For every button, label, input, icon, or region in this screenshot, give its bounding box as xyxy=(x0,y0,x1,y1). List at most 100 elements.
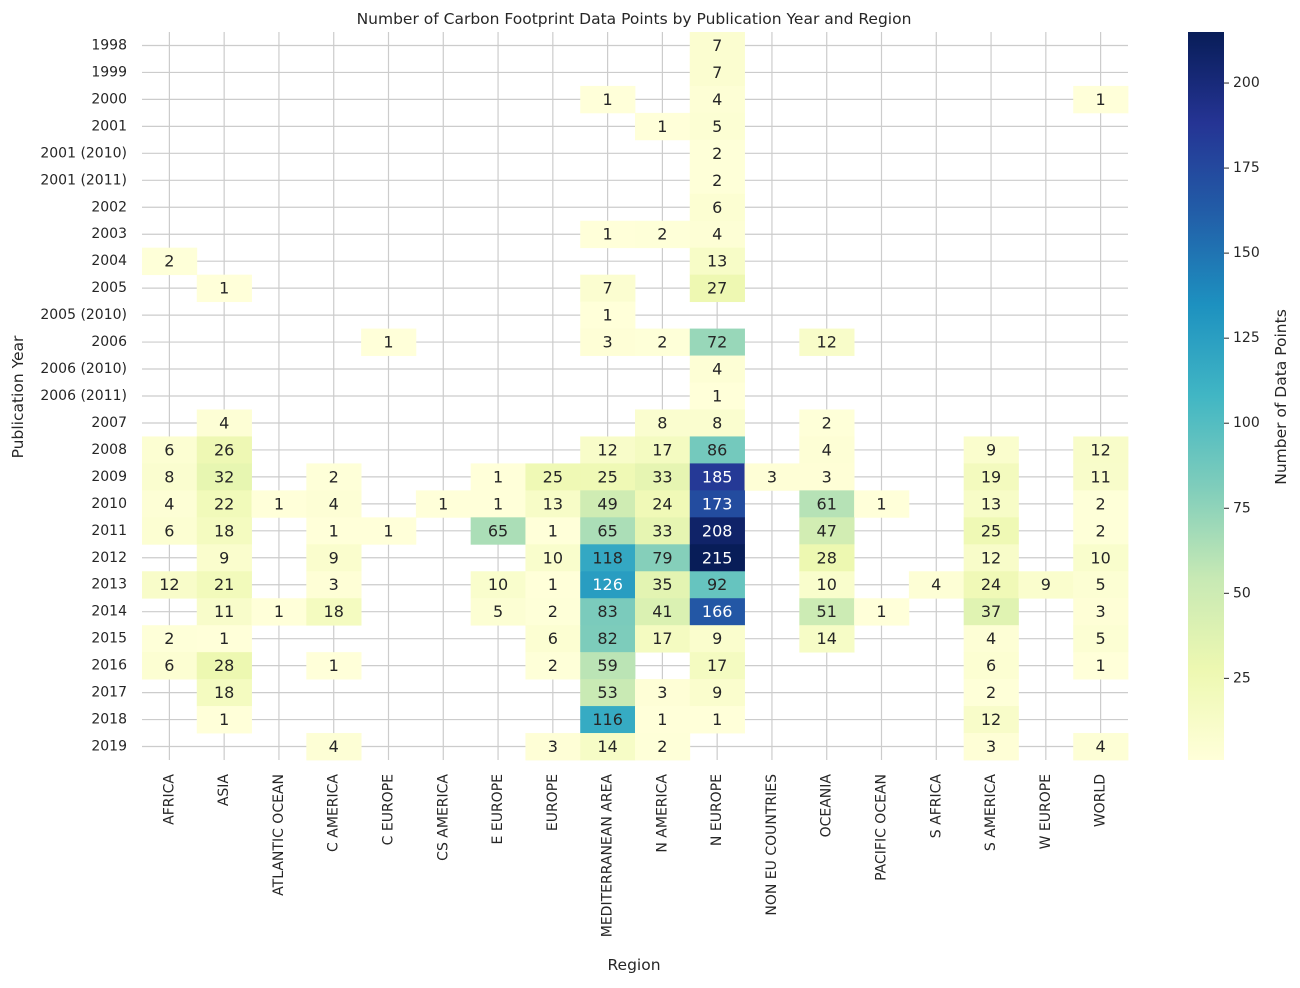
cell-2016-n-europe xyxy=(689,652,745,680)
y-tick-2001-2011: 2001 (2011) xyxy=(40,172,127,188)
cell-2014-s-america xyxy=(963,598,1019,626)
y-tick-2012: 2012 xyxy=(91,550,127,566)
cell-label-2011-e-europe: 65 xyxy=(488,521,508,540)
cell-2015-africa xyxy=(142,625,198,653)
cell-2009-europe xyxy=(525,463,581,491)
cell-label-2014-s-america: 37 xyxy=(981,602,1001,621)
cell-2009-n-america xyxy=(635,463,691,491)
colorbar-tick-label-125: 125 xyxy=(1233,330,1260,346)
cell-2019-world xyxy=(1073,733,1129,761)
cell-label-2015-n-america: 17 xyxy=(652,629,672,648)
cell-2010-atlantic-ocean xyxy=(251,490,307,518)
y-tick-2008: 2008 xyxy=(91,442,127,458)
cell-label-2004-n-europe: 13 xyxy=(707,252,727,271)
cell-2001-n-america xyxy=(635,112,691,141)
cell-label-2015-s-america: 4 xyxy=(986,629,996,648)
cell-2007-asia xyxy=(196,409,252,437)
cell-label-2010-n-europe: 173 xyxy=(702,494,733,513)
y-tick-2014: 2014 xyxy=(91,604,127,620)
cell-2007-n-europe xyxy=(689,409,745,437)
cell-label-2013-n-america: 35 xyxy=(652,575,672,594)
cell-2014-atlantic-ocean xyxy=(251,598,307,626)
x-tick-oceania: OCEANIA xyxy=(819,774,835,838)
cell-2003-n-europe xyxy=(689,220,745,249)
heatmap-cells xyxy=(142,32,1129,761)
cell-label-2012-s-america: 12 xyxy=(981,548,1001,567)
cell-label-2008-n-europe: 86 xyxy=(707,440,727,459)
cell-label-2014-n-europe: 166 xyxy=(702,602,733,621)
cell-label-2010-c-america: 4 xyxy=(329,494,339,513)
cell-2015-n-europe xyxy=(689,625,745,653)
cell-label-2013-s-africa: 4 xyxy=(931,575,941,594)
y-tick-2005-2010: 2005 (2010) xyxy=(40,307,127,323)
cell-2008-asia xyxy=(196,436,252,464)
cell-label-2007-n-america: 8 xyxy=(657,413,667,432)
cell-label-2016-n-europe: 17 xyxy=(707,656,727,675)
cell-label-2017-s-america: 2 xyxy=(986,683,996,702)
cell-label-2010-mediterranean-area: 49 xyxy=(597,494,617,513)
cell-label-2005-n-europe: 27 xyxy=(707,279,727,298)
cell-2008-africa xyxy=(142,436,198,464)
cell-2004-africa xyxy=(142,247,198,276)
cell-label-2013-mediterranean-area: 126 xyxy=(592,575,623,594)
cell-label-2017-n-america: 3 xyxy=(657,683,667,702)
cell-label-2019-world: 4 xyxy=(1096,737,1106,756)
cell-label-2007-oceania: 2 xyxy=(822,413,832,432)
cell-2012-world xyxy=(1073,544,1129,572)
cell-2011-e-europe xyxy=(470,517,526,545)
x-tick-africa: AFRICA xyxy=(161,774,177,825)
cell-2015-asia xyxy=(196,625,252,653)
cell-label-2009-e-europe: 1 xyxy=(493,467,503,486)
cell-label-2015-europe: 6 xyxy=(548,629,558,648)
cell-label-2009-c-america: 2 xyxy=(329,467,339,486)
cell-2006-2010-n-europe xyxy=(689,355,745,383)
x-tick-c-europe: C EUROPE xyxy=(381,774,397,845)
cell-2003-mediterranean-area xyxy=(580,220,636,249)
cell-2008-s-america xyxy=(963,436,1019,464)
y-tick-1998: 1998 xyxy=(91,37,127,53)
cell-label-2010-europe: 13 xyxy=(543,494,563,513)
cell-2009-africa xyxy=(142,463,198,491)
cell-2015-world xyxy=(1073,625,1129,653)
y-tick-2001-2010: 2001 (2010) xyxy=(40,145,127,161)
cell-2007-oceania xyxy=(799,409,855,437)
colorbar-tick-label-200: 200 xyxy=(1233,75,1260,91)
cell-label-2009-europe: 25 xyxy=(543,467,563,486)
cell-label-2016-world: 1 xyxy=(1096,656,1106,675)
cell-2016-c-america xyxy=(306,652,362,680)
cell-2014-n-america xyxy=(635,598,691,626)
cell-label-2018-asia: 1 xyxy=(219,710,229,729)
y-tick-2015: 2015 xyxy=(91,631,127,647)
cell-label-2018-n-america: 1 xyxy=(657,710,667,729)
x-tick-s-africa: S AFRICA xyxy=(928,774,944,839)
cell-2011-s-america xyxy=(963,517,1019,545)
cell-label-2010-africa: 4 xyxy=(164,494,174,513)
cell-2014-world xyxy=(1073,598,1129,626)
cell-2009-s-america xyxy=(963,463,1019,491)
cell-2005-n-europe xyxy=(689,274,745,303)
cell-2001-n-europe xyxy=(689,112,745,141)
cell-2008-oceania xyxy=(799,436,855,464)
y-tick-2016: 2016 xyxy=(91,658,127,674)
cell-2013-mediterranean-area xyxy=(580,571,636,599)
cell-label-2005-2010-mediterranean-area: 1 xyxy=(603,306,613,325)
cell-label-2019-n-america: 2 xyxy=(657,737,667,756)
colorbar-tick-label-175: 175 xyxy=(1233,160,1260,176)
cell-2011-n-europe xyxy=(689,517,745,545)
cell-label-2013-oceania: 10 xyxy=(817,575,837,594)
cell-label-2016-s-america: 6 xyxy=(986,656,996,675)
cell-label-2001-2011-n-europe: 2 xyxy=(712,171,722,190)
cell-2013-s-africa xyxy=(908,571,965,599)
y-tick-2009: 2009 xyxy=(91,469,127,485)
cell-2014-pacific-ocean xyxy=(854,598,910,626)
cell-label-2011-africa: 6 xyxy=(164,521,174,540)
cell-2014-n-europe xyxy=(689,598,745,626)
x-tick-s-america: S AMERICA xyxy=(983,774,999,851)
cell-label-2000-mediterranean-area: 1 xyxy=(603,90,613,109)
cell-label-2010-world: 2 xyxy=(1096,494,1106,513)
cell-label-2012-n-europe: 215 xyxy=(702,548,733,567)
cell-2010-africa xyxy=(142,490,198,518)
cell-2013-africa xyxy=(142,571,198,599)
